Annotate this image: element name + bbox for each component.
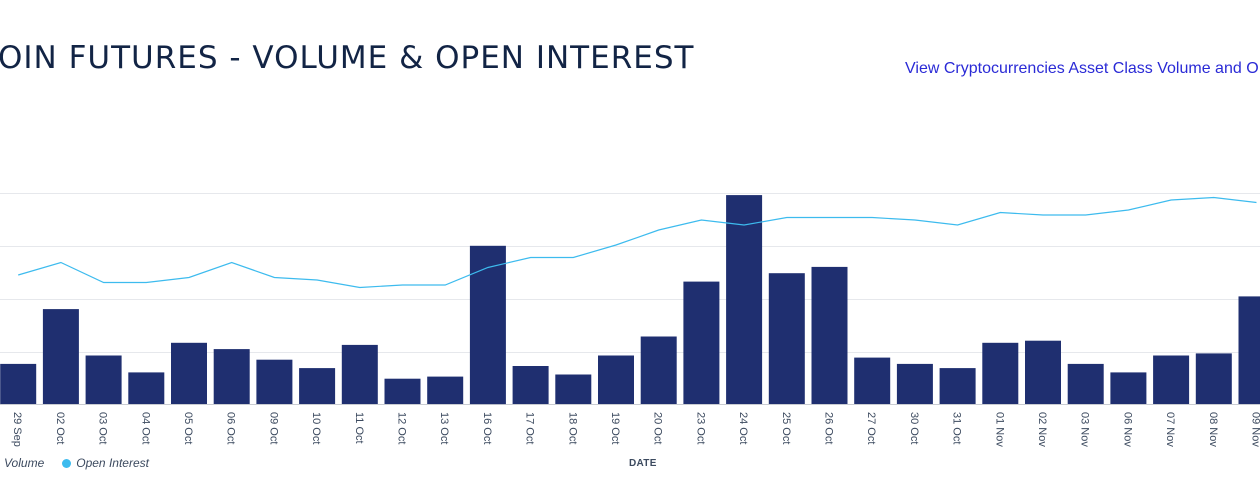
x-tick-label-5: 06 Oct: [225, 412, 237, 444]
x-tick-label-18: 25 Oct: [780, 412, 792, 444]
volume-bar-27[interactable]: [1153, 355, 1190, 405]
x-tick-label-7: 10 Oct: [310, 412, 322, 444]
volume-bar-10[interactable]: [427, 376, 464, 404]
volume-bar-9[interactable]: [384, 378, 421, 404]
volume-bar-7[interactable]: [299, 368, 336, 404]
x-tick-label-8: 11 Oct: [353, 412, 365, 444]
x-tick-label-25: 03 Nov: [1079, 412, 1091, 447]
x-tick-label-0: 29 Sep: [11, 412, 23, 447]
x-tick-label-21: 30 Oct: [908, 412, 920, 444]
x-tick-label-27: 07 Nov: [1164, 412, 1176, 447]
legend-open-interest[interactable]: Open Interest: [62, 456, 149, 470]
volume-bar-6[interactable]: [256, 359, 293, 404]
view-asset-class-link[interactable]: View Cryptocurrencies Asset Class Volume…: [905, 60, 1259, 77]
x-tick-label-9: 12 Oct: [396, 412, 408, 444]
volume-bar-26[interactable]: [1110, 372, 1147, 404]
legend-volume[interactable]: Volume: [0, 456, 44, 470]
x-tick-label-2: 03 Oct: [97, 412, 109, 444]
x-tick-label-23: 01 Nov: [993, 412, 1005, 447]
x-tick-label-4: 05 Oct: [182, 412, 194, 444]
volume-bar-4[interactable]: [171, 342, 207, 404]
volume-bar-18[interactable]: [768, 273, 805, 404]
open-interest-series[interactable]: [18, 196, 1257, 289]
x-tick-label-6: 09 Oct: [267, 412, 279, 444]
x-tick-label-12: 17 Oct: [524, 412, 536, 444]
x-axis-label: DATE: [629, 458, 657, 469]
volume-bar-24[interactable]: [1025, 340, 1061, 404]
volume-bar-15[interactable]: [640, 336, 677, 405]
chart-legend: Volume Open Interest: [0, 456, 167, 470]
x-tick-label-26: 06 Nov: [1121, 412, 1133, 447]
open-interest-line: [18, 196, 1257, 289]
volume-bar-22[interactable]: [939, 368, 976, 404]
volume-bar-14[interactable]: [598, 355, 634, 405]
volume-bar-5[interactable]: [213, 349, 250, 404]
x-tick-labels: 29 Sep 02 Oct 03 Oct 04 Oct 05 Oct 06 Oct 09 O…: [11, 412, 1260, 447]
x-tick-label-13: 18 Oct: [566, 412, 578, 444]
x-tick-label-15: 20 Oct: [652, 412, 664, 444]
volume-bar-23[interactable]: [982, 342, 1019, 404]
x-tick-label-1: 02 Oct: [54, 412, 66, 444]
x-tick-label-19: 26 Oct: [823, 412, 835, 444]
legend-volume-label: Volume: [4, 456, 45, 470]
volume-bar-3[interactable]: [128, 372, 165, 404]
volume-bar-25[interactable]: [1067, 363, 1104, 404]
volume-bar-11[interactable]: [469, 245, 506, 405]
volume-bar-17[interactable]: [726, 195, 763, 404]
x-tick-label-16: 23 Oct: [694, 412, 706, 444]
volume-bars: [0, 195, 1260, 405]
x-tick-label-17: 24 Oct: [737, 412, 749, 444]
volume-bar-13[interactable]: [555, 374, 592, 405]
x-tick-label-28: 08 Nov: [1207, 412, 1219, 447]
volume-bar-20[interactable]: [854, 357, 891, 404]
x-tick-label-3: 04 Oct: [139, 412, 151, 444]
volume-bar-12[interactable]: [512, 366, 549, 404]
x-tick-label-20: 27 Oct: [865, 412, 877, 444]
legend-open-interest-swatch: [62, 458, 72, 468]
volume-bar-28[interactable]: [1195, 353, 1232, 404]
volume-bar-2[interactable]: [85, 355, 122, 405]
volume-bar-16[interactable]: [683, 281, 720, 404]
chart-title: OIN FUTURES - VOLUME & OPEN INTEREST: [0, 40, 695, 76]
volume-bar-0[interactable]: [0, 363, 37, 404]
x-tick-label-22: 31 Oct: [951, 412, 963, 444]
volume-bar-21[interactable]: [896, 363, 933, 404]
x-tick-label-14: 19 Oct: [609, 412, 621, 444]
x-tick-label-11: 16 Oct: [481, 412, 493, 444]
volume-bar-19[interactable]: [811, 266, 848, 404]
x-tick-label-24: 02 Nov: [1036, 412, 1048, 447]
volume-bar-1[interactable]: [42, 309, 79, 404]
legend-open-interest-label: Open Interest: [76, 456, 149, 470]
volume-bar-8[interactable]: [341, 344, 378, 404]
x-tick-label-29: 09 Nov: [1250, 412, 1260, 447]
volume-bar-29[interactable]: [1238, 296, 1260, 404]
x-tick-label-10: 13 Oct: [438, 412, 450, 444]
